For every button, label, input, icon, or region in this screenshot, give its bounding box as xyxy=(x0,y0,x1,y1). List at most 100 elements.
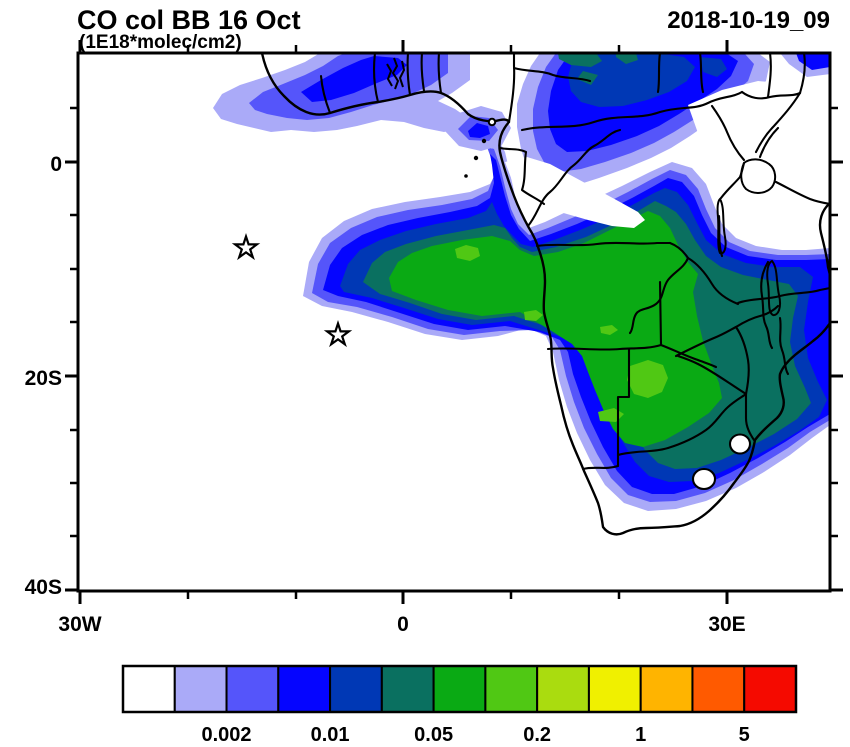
border-line xyxy=(778,316,790,376)
y-axis-tick-label: 0 xyxy=(50,153,62,176)
border-lesotho xyxy=(691,467,717,491)
volta-river-lines xyxy=(386,57,406,90)
white-gap-east-edge xyxy=(789,70,829,232)
contour-level-0.01 xyxy=(568,54,695,107)
colorbar-cell xyxy=(743,665,798,713)
x-axis-tick-label: 30W xyxy=(58,613,101,636)
star-marker xyxy=(323,319,353,348)
border-line xyxy=(437,54,443,95)
border-line xyxy=(659,343,718,369)
border-line xyxy=(628,241,690,335)
border-line xyxy=(760,260,774,350)
colorbar-cell xyxy=(225,665,280,713)
colorbar-legend: 0.002 0.01 0.05 0.2 1 5 xyxy=(121,664,798,746)
colorbar-tick-label: 0.01 xyxy=(311,724,350,746)
border-line xyxy=(535,241,672,248)
border-line xyxy=(766,54,772,99)
border-line xyxy=(734,304,780,329)
colorbar-tick-label: 5 xyxy=(739,724,750,746)
border-line xyxy=(710,104,746,162)
colorbar-cell xyxy=(432,665,487,713)
colorbar-cell xyxy=(329,665,383,713)
border-line xyxy=(420,54,426,93)
border-line xyxy=(616,347,631,468)
border-line xyxy=(520,90,744,132)
contour-level-0.02 xyxy=(577,71,598,85)
colorbar-cell xyxy=(173,665,228,713)
contour-fills-north-band xyxy=(517,54,770,190)
border-line xyxy=(616,392,748,457)
river-line xyxy=(391,57,400,90)
border-line xyxy=(658,280,663,347)
border-line xyxy=(744,392,756,442)
gulf-islands xyxy=(464,117,497,178)
border-line xyxy=(512,66,592,83)
border-line xyxy=(734,325,750,396)
border-line xyxy=(507,54,516,124)
border-line xyxy=(798,54,806,95)
lake-victoria xyxy=(740,158,777,194)
map-content xyxy=(213,54,829,536)
colorbar-cell xyxy=(587,665,642,713)
y-axis-tick-label: 40S xyxy=(25,576,62,599)
river-line xyxy=(386,63,393,87)
x-axis-tick-label: 0 xyxy=(397,613,409,636)
border-line xyxy=(774,180,829,205)
colorbar-cell xyxy=(639,665,694,713)
white-gap-gabon-congo xyxy=(505,157,645,228)
timestamp-label: 2018-10-19_09 xyxy=(667,7,830,34)
border-line xyxy=(736,287,829,305)
page-title: CO col BB 16 Oct xyxy=(77,5,301,35)
border-line xyxy=(656,54,661,94)
contour-level-0.02 xyxy=(558,54,602,67)
colorbar-frame xyxy=(121,664,798,714)
border-line xyxy=(717,214,724,258)
border-line xyxy=(740,90,802,100)
colorbar-cell xyxy=(122,665,176,713)
contour-level-0.2-patch xyxy=(455,245,480,261)
lake-malawi xyxy=(766,259,782,317)
axis-ticks xyxy=(65,40,843,604)
border-line xyxy=(581,464,620,471)
contour-level-0.2-patch xyxy=(627,360,668,398)
border-eswatini xyxy=(728,433,752,455)
border-line xyxy=(546,343,663,351)
colorbar-cell xyxy=(277,665,332,713)
contour-fills-west-africa-band xyxy=(213,54,511,151)
island-principe xyxy=(481,138,487,144)
station-star-markers xyxy=(231,232,353,348)
contour-level-0.02 xyxy=(616,54,638,64)
contour-level-0.005 xyxy=(468,123,490,138)
y-axis-tick-label: 20S xyxy=(25,367,62,390)
border-line xyxy=(719,161,746,200)
contour-level-0.2-patch xyxy=(600,325,618,335)
coastline xyxy=(261,54,829,536)
lakes xyxy=(716,158,782,317)
border-line xyxy=(686,256,740,306)
colorbar-tick-label: 0.05 xyxy=(414,724,453,746)
border-line xyxy=(676,354,748,396)
border-line xyxy=(498,146,546,206)
x-axis-tick-label: 30E xyxy=(708,613,745,636)
colorbar-cell xyxy=(691,665,746,713)
border-line xyxy=(699,54,705,94)
border-line xyxy=(674,325,738,358)
units-subtitle: (1E18*molec/cm2) xyxy=(79,32,242,53)
contour-level-0.005 xyxy=(301,56,407,102)
island-annobon xyxy=(464,174,468,178)
border-line xyxy=(372,54,380,104)
border-line xyxy=(526,128,622,228)
contour-level-0.01 xyxy=(700,57,727,77)
island-bioko xyxy=(487,117,497,127)
country-borders xyxy=(319,54,829,491)
colorbar-cell xyxy=(536,665,590,713)
east-africa-coastline xyxy=(818,202,829,274)
river-line xyxy=(398,60,406,88)
border-line xyxy=(758,126,780,159)
lake-tanganyika xyxy=(716,197,727,255)
border-line xyxy=(406,54,412,97)
africa-coastline xyxy=(261,54,829,536)
star-marker xyxy=(231,232,261,261)
